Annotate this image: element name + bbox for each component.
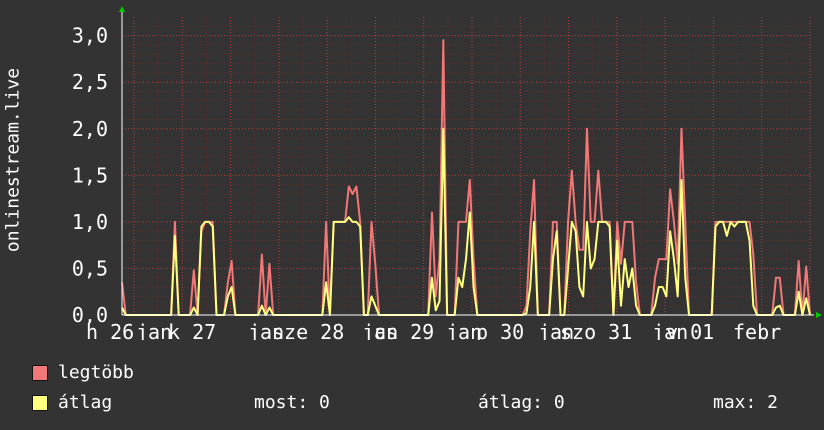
stat-atlag: átlag: 0: [478, 392, 565, 413]
y-tick-labels: 0,0 0,5 1,0 1,5 2,0 2,5 3,0: [72, 24, 108, 327]
y-tick-label: 0,0: [72, 303, 108, 327]
x-tick-label: jan: [362, 320, 398, 340]
x-tick-label: p 30: [476, 320, 524, 340]
series: [121, 39, 811, 316]
x-tick-label: jan: [652, 320, 688, 340]
x-tick-label: szo 31: [560, 320, 632, 340]
y-axis-label: onlinestream.live: [2, 67, 24, 253]
legend: legtöbb átlag most: 0 átlag: 0 max: 2: [0, 356, 824, 430]
x-tick-label: k 27: [168, 320, 216, 340]
x-tick-label: jan: [248, 320, 284, 340]
stat-most: most: 0: [254, 392, 330, 413]
stat-max: max: 2: [713, 392, 779, 413]
y-tick-label: 2,0: [72, 117, 108, 141]
series-line-legtobb: [121, 39, 811, 316]
legend-item-atlag: átlag: [32, 392, 112, 413]
x-axis-arrow: [816, 312, 822, 318]
x-tick-label: h 26: [86, 320, 134, 340]
legend-label-legtobb: legtöbb: [58, 362, 134, 383]
legend-swatch-atlag: [32, 394, 48, 411]
y-tick-label: 3,0: [72, 24, 108, 48]
y-tick-label: 1,5: [72, 163, 108, 187]
y-tick-label: 1,0: [72, 210, 108, 234]
x-tick-label: sze 28: [272, 320, 344, 340]
legend-swatch-legtobb: [32, 364, 48, 381]
x-tick-label: jan: [538, 320, 574, 340]
legend-label-atlag: átlag: [58, 392, 113, 413]
x-tick-label: jan: [446, 320, 482, 340]
x-tick-label: jan: [136, 320, 172, 340]
x-tick-label: febr: [733, 320, 781, 340]
y-axis-label-box: onlinestream.live: [2, 0, 24, 320]
x-tick-label: cs 29: [374, 320, 434, 340]
y-tick-label: 2,5: [72, 70, 108, 94]
y-axis-arrow: [119, 6, 125, 12]
grid: [122, 17, 811, 315]
x-tick-label: v 01: [666, 320, 714, 340]
y-tick-label: 0,5: [72, 256, 108, 280]
axes: [119, 6, 822, 318]
legend-item-legtobb: legtöbb: [32, 362, 134, 383]
